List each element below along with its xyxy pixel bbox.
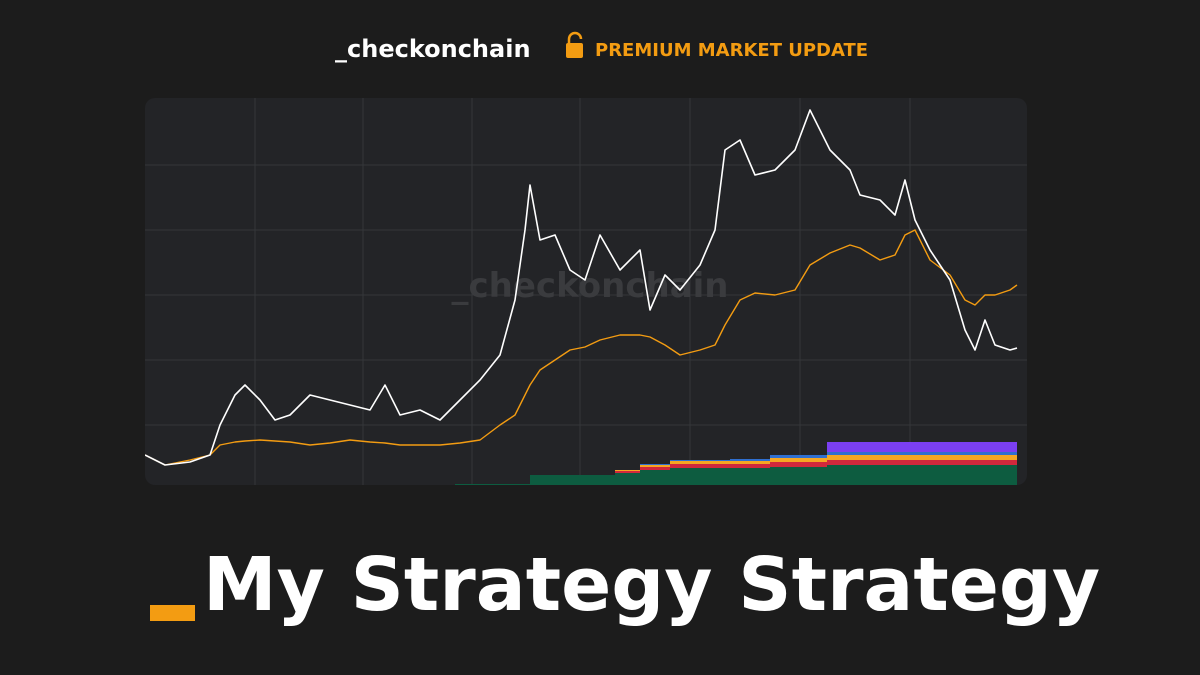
area-step bbox=[770, 458, 827, 462]
area-step bbox=[670, 460, 730, 461]
area-step bbox=[730, 459, 770, 461]
area-step bbox=[615, 471, 640, 473]
line-series bbox=[145, 109, 1018, 466]
area-step bbox=[827, 455, 1017, 460]
area-step bbox=[530, 475, 615, 485]
area-step bbox=[455, 484, 530, 485]
area-step bbox=[827, 442, 1017, 452]
area-step bbox=[670, 464, 730, 468]
area-step bbox=[730, 464, 770, 468]
area-step bbox=[640, 470, 670, 485]
area-step bbox=[730, 468, 770, 485]
line-series bbox=[145, 229, 1018, 466]
area-step bbox=[615, 473, 640, 485]
area-step bbox=[827, 465, 1017, 485]
area-step bbox=[615, 470, 640, 471]
area-step bbox=[730, 461, 770, 464]
area-step bbox=[827, 460, 1017, 465]
area-step bbox=[640, 465, 670, 467]
chart-panel bbox=[145, 98, 1027, 485]
area-step bbox=[827, 452, 1017, 455]
area-step bbox=[640, 464, 670, 465]
tag: PREMIUM MARKET UPDATE bbox=[595, 40, 868, 61]
title: My Strategy Strategy bbox=[203, 542, 1100, 628]
area-step bbox=[770, 455, 827, 458]
lock-icon bbox=[566, 31, 583, 58]
area-step bbox=[770, 467, 827, 485]
area-step bbox=[670, 461, 730, 464]
plot: _checkonchain bbox=[145, 98, 1027, 485]
area-step bbox=[670, 468, 730, 485]
title-accent bbox=[150, 605, 195, 621]
area-step bbox=[770, 462, 827, 467]
watermark: _checkonchain bbox=[452, 266, 729, 306]
area-step bbox=[640, 467, 670, 470]
brand: _checkonchain bbox=[335, 35, 531, 63]
